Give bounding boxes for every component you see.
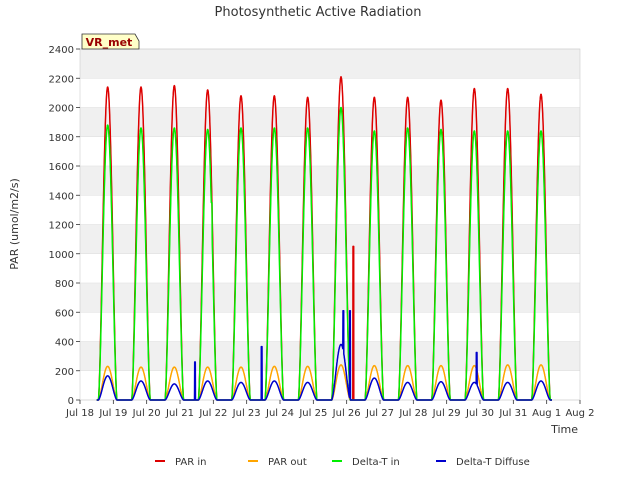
series-line-delta-t-diffuse [96,310,553,401]
x-tick-label: Jul 23 [232,408,261,419]
background-band [80,107,580,137]
y-tick-label: 200 [55,367,74,378]
background-band [80,283,580,313]
legend-label-par-in: PAR in [175,457,206,468]
y-tick-label: 2200 [49,74,74,85]
y-tick-label: 1400 [49,191,74,202]
background-band [80,224,580,254]
station-badge-label: VR_met [86,36,133,49]
series-lines [96,76,553,401]
y-tick-label: 800 [55,279,74,290]
background-band [80,49,580,79]
chart-title: Photosynthetic Active Radiation [215,5,422,20]
y-tick-label: 600 [55,308,74,319]
legend-label-delta-t-diffuse: Delta-T Diffuse [456,457,530,468]
legend-label-par-out: PAR out [268,457,307,468]
y-tick-label: 1200 [49,221,74,232]
x-tick-label: Jul 28 [398,408,427,419]
x-axis-label: Time [550,423,578,436]
x-tick-label: Aug 1 [532,408,561,419]
background-band [80,166,580,196]
x-tick-label: Jul 18 [65,408,94,419]
y-tick-label: 2400 [49,45,74,56]
x-tick-label: Jul 27 [365,408,394,419]
x-tick-label: Jul 25 [298,408,327,419]
y-axis: 0 200 400 600 800 1000 1200 1400 1600 1800 2000 220… [49,45,80,407]
x-tick-label: Jul 29 [432,408,461,419]
y-tick-label: 1600 [49,162,74,173]
background-bands [80,49,580,371]
y-tick-label: 0 [68,396,74,407]
y-axis-label: PAR (umol/m2/s) [8,178,21,270]
x-tick-label: Jul 22 [198,408,227,419]
x-tick-label: Aug 2 [565,408,594,419]
x-tick-label: Jul 26 [332,408,361,419]
y-tick-label: 1000 [49,250,74,261]
x-tick-label: Jul 30 [465,408,494,419]
y-tick-label: 2000 [49,104,74,115]
x-axis: Jul 18 Jul 19 Jul 20 Jul 21 Jul 22 Jul 23 Jul … [65,400,595,419]
legend: PAR in PAR out Delta-T in Delta-T Diffuse [155,457,530,468]
x-tick-label: Jul 24 [265,408,294,419]
station-badge-box [81,33,140,50]
y-tick-label: 1800 [49,133,74,144]
x-tick-label: Jul 19 [98,408,127,419]
legend-label-delta-t-in: Delta-T in [352,457,400,468]
station-badge: VR_met [81,33,140,50]
background-band [80,341,580,371]
x-tick-label: Jul 31 [498,408,527,419]
y-tick-label: 400 [55,338,74,349]
x-tick-label: Jul 20 [132,408,161,419]
x-tick-label: Jul 21 [165,408,194,419]
